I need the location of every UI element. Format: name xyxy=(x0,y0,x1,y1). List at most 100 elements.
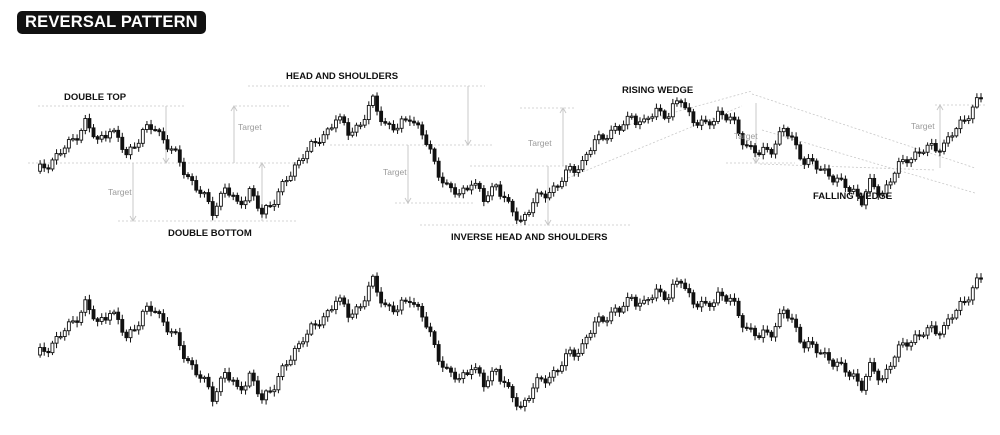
plain-candle xyxy=(251,372,256,382)
plain-candle xyxy=(695,303,700,308)
plain-candle xyxy=(896,344,901,358)
plain-candle xyxy=(108,313,112,321)
plain-candle xyxy=(305,333,310,343)
plain-candle xyxy=(218,377,223,393)
plain-candle xyxy=(646,299,651,302)
plain-candle xyxy=(235,379,240,387)
annotated-candle xyxy=(210,201,215,216)
plain-candle xyxy=(136,325,141,331)
double-top-target-label: Target xyxy=(108,187,132,197)
annotated-candle xyxy=(346,122,351,136)
plain-candle xyxy=(391,305,396,313)
plain-candle xyxy=(638,302,642,307)
annotated-candle xyxy=(703,119,708,123)
plain-candle xyxy=(736,300,741,317)
plain-candle xyxy=(358,306,363,309)
plain-candle xyxy=(847,371,852,377)
plain-candle xyxy=(149,305,153,312)
plain-candle xyxy=(802,341,807,349)
annotated-candle xyxy=(913,151,918,160)
annotated-candle xyxy=(925,144,930,153)
annotated-candle xyxy=(937,150,942,153)
annotated-candle xyxy=(761,146,766,156)
annotated-candle xyxy=(181,161,186,176)
annotated-candle xyxy=(596,134,601,141)
plain-candle xyxy=(444,366,449,369)
plain-candle xyxy=(502,380,507,384)
plain-candle xyxy=(703,300,708,304)
plain-candle xyxy=(675,280,679,285)
plain-candle xyxy=(699,300,704,308)
annotated-candle xyxy=(917,151,922,154)
plain-candle xyxy=(145,305,149,312)
plain-candle xyxy=(313,323,318,326)
annotated-candle xyxy=(112,129,116,133)
annotated-candle xyxy=(950,135,955,138)
annotated-candle xyxy=(514,211,519,221)
annotated-candle xyxy=(901,159,905,163)
plain-candle xyxy=(958,300,963,311)
annotated-candle xyxy=(198,189,203,194)
plain-candle xyxy=(716,291,720,304)
head-shoulders-height-arrow-head xyxy=(464,139,472,146)
plain-candle xyxy=(255,380,260,395)
annotated-candle xyxy=(539,192,544,195)
annotated-candle xyxy=(966,118,971,121)
plain-candle xyxy=(297,343,301,349)
plain-candle xyxy=(317,324,322,327)
plain-candle xyxy=(288,359,293,366)
annotated-candle xyxy=(642,118,647,123)
plain-candle xyxy=(633,296,638,307)
annotated-candle xyxy=(399,118,404,129)
plain-candle xyxy=(859,380,864,391)
plain-candle xyxy=(572,349,577,357)
annotated-candle xyxy=(46,167,51,170)
plain-candle xyxy=(777,313,782,328)
plain-candle xyxy=(260,393,264,401)
plain-candle xyxy=(370,275,375,287)
annotated-candle xyxy=(740,133,745,146)
annotated-candle xyxy=(202,192,207,195)
annotated-candle xyxy=(523,214,527,221)
plain-candle xyxy=(666,297,671,301)
plain-candle xyxy=(449,367,453,373)
plain-candle xyxy=(62,330,67,337)
plain-candle xyxy=(617,307,622,313)
annotated-candle xyxy=(247,188,252,202)
plain-candle xyxy=(375,275,379,293)
plain-candle xyxy=(494,368,499,372)
plain-candle xyxy=(839,361,844,364)
annotated-candle xyxy=(412,120,416,124)
annotated-candle xyxy=(638,121,642,126)
annotated-candle xyxy=(790,135,794,138)
annotated-candle xyxy=(334,119,338,129)
plain-candle xyxy=(559,365,564,372)
plain-candle xyxy=(194,364,199,376)
annotated-candle xyxy=(724,114,729,121)
plain-candle xyxy=(99,317,104,322)
plain-candle xyxy=(917,334,922,337)
plain-candle xyxy=(169,331,174,334)
annotated-candle xyxy=(329,127,334,130)
plain-candle xyxy=(909,342,914,347)
annotated-candle xyxy=(933,143,938,152)
plain-candle xyxy=(720,291,725,297)
annotated-candle xyxy=(264,205,269,215)
plain-candle xyxy=(814,343,819,354)
plain-candle xyxy=(712,302,716,307)
plain-candle xyxy=(580,343,585,354)
annotated-candle xyxy=(699,119,704,126)
plain-candle xyxy=(181,345,186,359)
plain-candle xyxy=(206,376,211,388)
annotated-candle xyxy=(453,187,458,195)
annotated-candle xyxy=(317,141,322,144)
plain-candle xyxy=(66,321,71,332)
annotated-candle xyxy=(235,194,240,202)
annotated-candle xyxy=(781,127,786,133)
plain-candle xyxy=(112,311,116,315)
annotated-candle xyxy=(132,146,137,149)
annotated-candle xyxy=(194,180,199,191)
plain-candle xyxy=(403,299,408,302)
annotated-candle xyxy=(214,205,219,216)
plain-candle xyxy=(822,352,827,355)
